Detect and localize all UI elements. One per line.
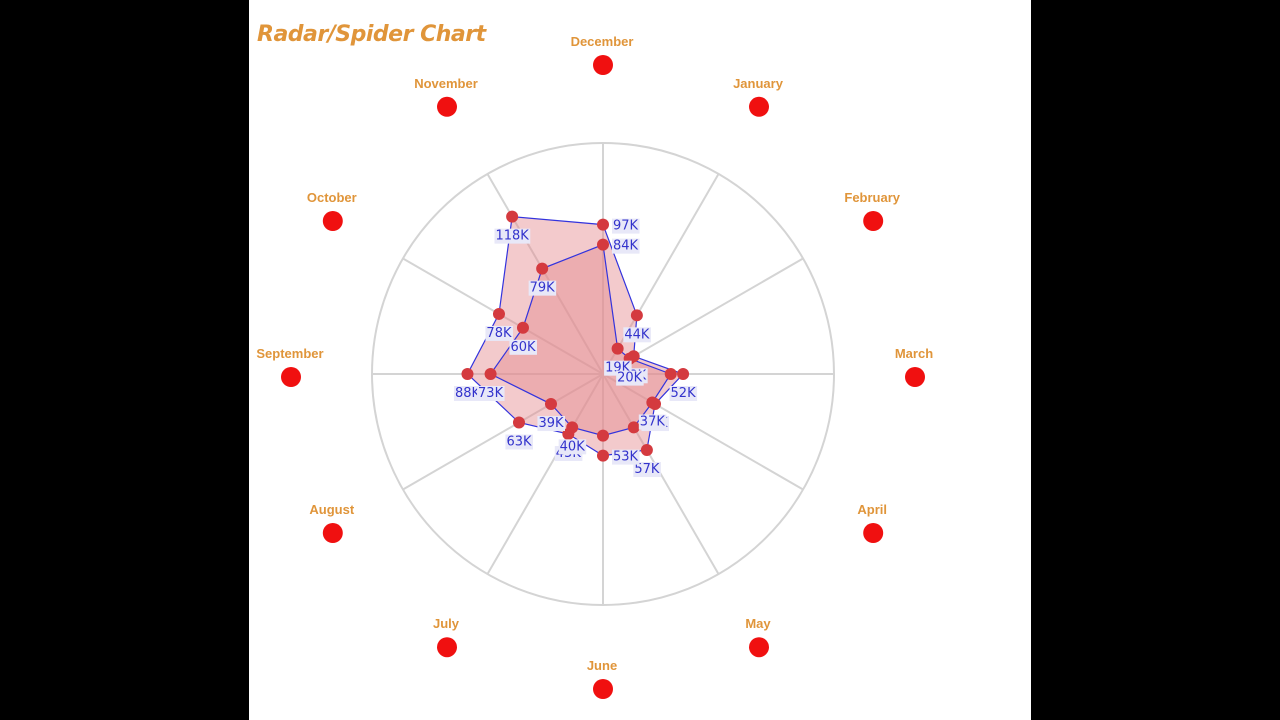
value-label-bg	[537, 416, 565, 432]
value-label: 63K	[506, 435, 532, 450]
data-point-may-s1	[640, 444, 653, 457]
month-label-september: September	[256, 346, 323, 361]
value-label-bg	[528, 280, 557, 296]
value-label-bg	[558, 439, 587, 455]
data-point-june-s2	[597, 429, 609, 442]
data-point-may-s2	[627, 421, 640, 434]
month-marker-october	[322, 211, 343, 231]
value-label: 20K	[617, 371, 643, 386]
month-label-february: February	[844, 190, 900, 205]
month-marker-december	[593, 55, 613, 75]
value-label-bg	[453, 386, 482, 401]
chart-title: Radar/Spider Chart	[257, 22, 486, 47]
month-marker-november	[437, 96, 457, 117]
value-label: 78K	[486, 326, 512, 341]
value-label: 40K	[560, 439, 586, 454]
value-label: 84K	[613, 239, 639, 254]
value-label-bg	[494, 228, 531, 244]
value-label: 97K	[613, 219, 639, 234]
series-points	[461, 210, 690, 462]
month-label-october: October	[307, 190, 357, 205]
value-label-bg	[505, 434, 533, 450]
value-label: 60K	[510, 340, 536, 355]
value-label: 73K	[478, 386, 504, 401]
value-label-bg	[612, 218, 640, 234]
value-label-bg	[623, 327, 651, 343]
value-label-bg	[509, 339, 537, 355]
month-marker-may	[749, 637, 769, 658]
month-marker-september	[281, 367, 301, 387]
data-point-october-s2	[516, 321, 529, 334]
data-point-june-s1	[597, 449, 609, 462]
month-label-may: May	[745, 616, 771, 631]
month-label-july: July	[433, 616, 460, 631]
value-label: 88K	[455, 386, 481, 401]
data-point-march-s2	[664, 368, 677, 380]
value-label-bg	[612, 238, 640, 254]
month-marker-april	[863, 523, 884, 543]
month-label-june: June	[587, 658, 617, 673]
value-label-bg	[638, 414, 667, 430]
grid-spoke	[486, 373, 604, 575]
value-label: 57K	[634, 462, 660, 477]
value-label-bg	[669, 386, 698, 401]
value-label: 52K	[671, 386, 697, 401]
value-labels: 97K44K23K52K39K57K53K45K63K88K78K118K84K…	[453, 218, 698, 478]
month-label-march: March	[895, 346, 933, 361]
data-point-november-s2	[536, 262, 549, 275]
data-point-october-s1	[492, 307, 505, 320]
data-point-april-s2	[646, 396, 659, 409]
month-marker-february	[863, 211, 884, 231]
data-point-august-s2	[544, 398, 557, 411]
value-label-bg	[612, 449, 640, 465]
data-point-september-s2	[484, 368, 497, 380]
value-label: 79K	[530, 281, 556, 296]
value-label-bg	[616, 370, 644, 386]
value-label: 53K	[613, 450, 639, 465]
month-marker-january	[749, 96, 769, 117]
data-point-december-s2	[597, 238, 609, 251]
data-point-november-s1	[506, 210, 519, 223]
value-label-bg	[477, 386, 505, 401]
month-marker-july	[437, 637, 457, 658]
data-point-september-s1	[461, 368, 474, 380]
grid-spoke	[602, 373, 804, 491]
data-point-january-s2	[611, 342, 624, 355]
month-label-january: January	[733, 76, 784, 91]
value-label: 118K	[495, 229, 529, 244]
month-label-august: August	[309, 502, 354, 517]
value-label-bg	[633, 462, 661, 478]
data-point-august-s1	[512, 416, 525, 429]
data-point-march-s1	[677, 368, 690, 380]
grid-spoke	[602, 173, 720, 375]
value-label: 37K	[640, 414, 666, 429]
month-marker-march	[905, 367, 925, 387]
grid-spoke	[402, 373, 604, 491]
month-axis-labels: December January February March April May June…	[256, 34, 933, 699]
value-label: 44K	[624, 327, 650, 342]
value-label: 39K	[538, 416, 564, 431]
grid-spoke	[486, 173, 604, 375]
data-point-july-s2	[566, 421, 579, 434]
data-point-january-s1	[630, 309, 643, 322]
month-marker-august	[322, 523, 343, 543]
data-point-december-s1	[597, 218, 609, 231]
month-label-april: April	[857, 502, 887, 517]
month-label-december: December	[571, 34, 634, 49]
month-label-november: November	[414, 76, 478, 91]
value-label-bg	[485, 325, 513, 341]
chart-panel	[249, 0, 1031, 720]
month-marker-june	[593, 679, 613, 699]
